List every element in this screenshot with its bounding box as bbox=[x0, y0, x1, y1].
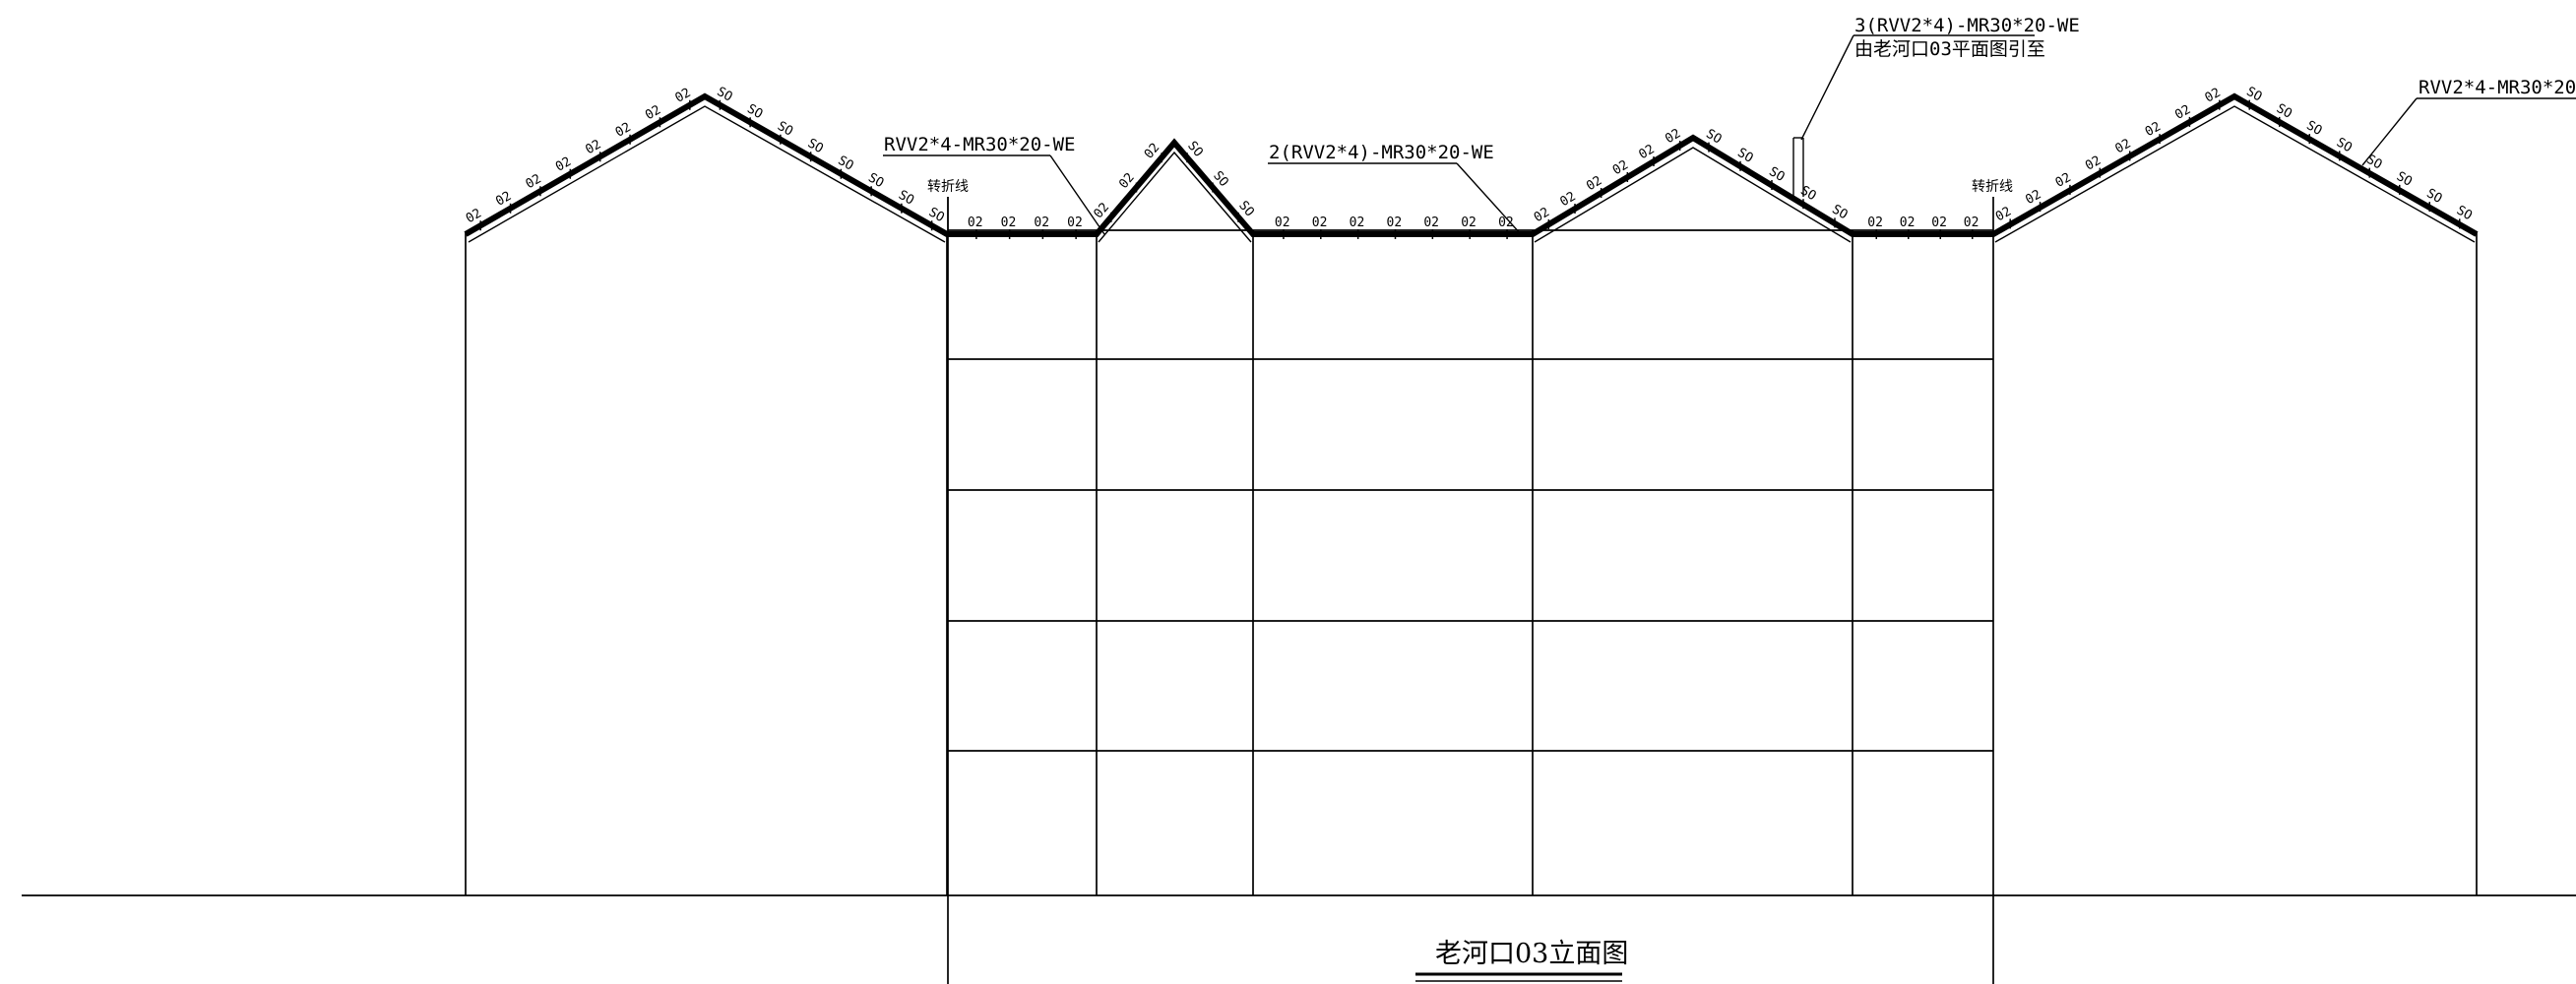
left-gable-building bbox=[465, 232, 948, 895]
roof-led-strip-inner bbox=[468, 105, 946, 243]
led-mark-label: 02 bbox=[1034, 215, 1049, 230]
led-mark-label: 02 bbox=[2083, 154, 2104, 174]
led-mark-label: SO bbox=[744, 101, 765, 122]
led-mark-label: 02 bbox=[1532, 205, 1552, 225]
led-mark-label: 02 bbox=[1387, 215, 1403, 230]
cable-label-left: RVV2*4-MR30*20-WE bbox=[884, 134, 1075, 155]
led-mark-label: 02 bbox=[1312, 215, 1328, 230]
led-mark-label: 02 bbox=[1350, 215, 1365, 230]
led-mark-label: SO bbox=[805, 136, 826, 156]
led-mark-label: 02 bbox=[1275, 215, 1290, 230]
roof-inner-middle bbox=[1098, 151, 1252, 243]
led-mark-label: SO bbox=[2243, 85, 2264, 105]
led-mark-label: 02 bbox=[464, 206, 484, 226]
led-mark-label: 02 bbox=[1558, 189, 1579, 210]
led-mark-label: 02 bbox=[1584, 173, 1604, 194]
leader-center: 2(RVV2*4)-MR30*20-WE bbox=[1268, 142, 1522, 235]
led-mark-label: 02 bbox=[1461, 215, 1476, 230]
led-mark-label: SO bbox=[896, 188, 916, 209]
led-mark-label: 02 bbox=[2053, 170, 2074, 191]
led-mark-label: 02 bbox=[1637, 142, 1658, 162]
led-mark-label: 02 bbox=[613, 120, 634, 141]
led-mark-label: 02 bbox=[553, 154, 574, 175]
led-mark-label: 02 bbox=[673, 86, 694, 106]
turn-line-label-left: 转折线 bbox=[927, 179, 969, 195]
led-mark-label: 02 bbox=[2143, 119, 2164, 140]
led-mark-label: 02 bbox=[524, 171, 544, 192]
led-mark-label: 02 bbox=[493, 189, 514, 210]
led-mark-label: 02 bbox=[2203, 86, 2224, 106]
central-building bbox=[947, 197, 1994, 984]
led-mark-label: SO bbox=[2454, 203, 2475, 223]
led-mark-label: 02 bbox=[1867, 215, 1883, 230]
led-mark-label: 02 bbox=[1001, 215, 1017, 230]
led-mark-label: SO bbox=[2334, 135, 2355, 155]
led-mark-label: 02 bbox=[643, 102, 663, 123]
led-mark-label: 02 bbox=[1663, 126, 1683, 147]
led-mark-label: 02 bbox=[1964, 215, 1979, 230]
led-mark-label: 02 bbox=[1931, 215, 1947, 230]
led-mark-label: SO bbox=[1703, 127, 1724, 148]
turn-line-label-right: 转折线 bbox=[1972, 179, 2013, 195]
drawing-title-text: 老河口03立面图 bbox=[1435, 939, 1628, 969]
cable-label-top-line2: 由老河口03平面图引至 bbox=[1854, 38, 2045, 60]
led-mark-label: 02 bbox=[2023, 187, 2043, 208]
led-mark-label: 02 bbox=[583, 137, 603, 157]
leader-top: 3(RVV2*4)-MR30*20-WE 由老河口03平面图引至 bbox=[1792, 15, 2080, 197]
led-mark-label: SO bbox=[2274, 101, 2294, 122]
led-mark-label: SO bbox=[865, 170, 886, 191]
led-mark-label: SO bbox=[2423, 186, 2444, 207]
led-mark-label: SO bbox=[836, 154, 856, 174]
led-mark-label: 02 bbox=[1993, 205, 2014, 225]
led-mark-label: SO bbox=[2303, 118, 2324, 139]
led-mark-label: SO bbox=[715, 85, 735, 105]
led-mark-label: 02 bbox=[1423, 215, 1439, 230]
drawing-title: 老河口03立面图 bbox=[1415, 939, 1628, 982]
led-mark-label: 02 bbox=[1610, 157, 1631, 178]
leader-left: RVV2*4-MR30*20-WE bbox=[883, 134, 1105, 235]
led-mark-label: SO bbox=[926, 205, 947, 225]
led-mark-label: 02 bbox=[2112, 137, 2133, 157]
led-mark-label: SO bbox=[1829, 202, 1850, 222]
led-mark-label: 02 bbox=[1498, 215, 1514, 230]
led-mark-label: 02 bbox=[2172, 102, 2193, 123]
cable-label-center: 2(RVV2*4)-MR30*20-WE bbox=[1269, 142, 1494, 163]
led-mark-label: SO bbox=[775, 119, 795, 140]
led-mark-label: 02 bbox=[968, 215, 983, 230]
led-mark-label: 02 bbox=[1900, 215, 1916, 230]
cable-label-top-line1: 3(RVV2*4)-MR30*20-WE bbox=[1854, 15, 2080, 36]
leader-right: RVV2*4-MR30*20-WE bbox=[2361, 77, 2576, 166]
roof-inner-center bbox=[1534, 147, 1852, 243]
led-mark-label: 02 bbox=[1067, 215, 1083, 230]
cable-label-right: RVV2*4-MR30*20-WE bbox=[2419, 77, 2576, 98]
led-mark-label: SO bbox=[2394, 169, 2415, 190]
led-mark-label: SO bbox=[1766, 164, 1787, 185]
roof-led-strip bbox=[464, 92, 2479, 237]
led-mark-label: SO bbox=[1734, 146, 1755, 166]
roof-inner-right bbox=[1994, 105, 2476, 243]
